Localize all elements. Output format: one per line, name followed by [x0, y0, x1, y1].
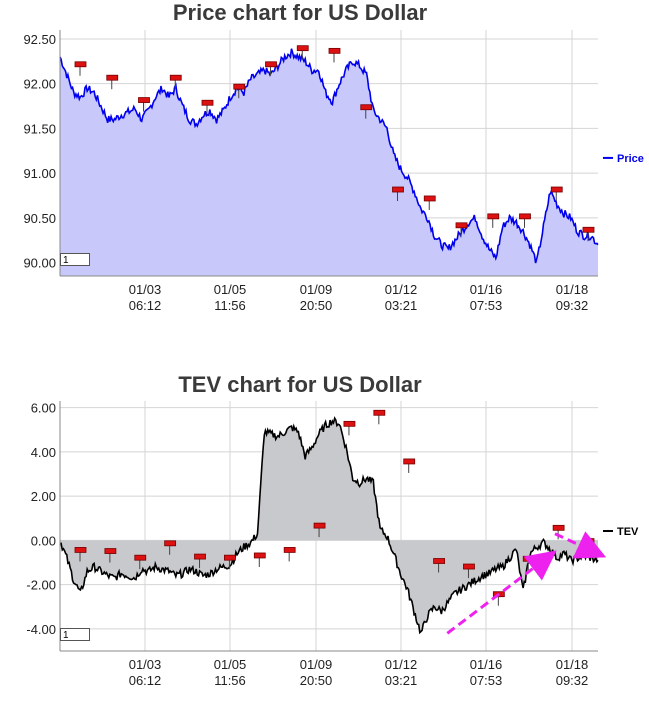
x-tick-label-date: 01/05 [214, 282, 247, 297]
y-tick-label: -2.00 [26, 578, 56, 593]
event-marker-flag [283, 547, 296, 553]
trend-arrow-annotation [446, 550, 557, 635]
y-tick-label: 2.00 [31, 489, 56, 504]
event-marker-flag [224, 554, 236, 561]
series-area-fill [60, 418, 598, 633]
y-tick-label: 6.00 [31, 401, 56, 416]
x-tick-label-date: 01/05 [214, 657, 247, 672]
event-marker-flag [487, 213, 500, 220]
price-chart: Price chart for US Dollar 90.00 90.50 91.0… [0, 0, 649, 330]
tev-chart: TEV chart for US Dollar -4.00 -2.00 0.00 2.… [0, 372, 649, 702]
event-marker-flag [74, 547, 87, 553]
price-range-input[interactable]: 1 [60, 253, 90, 266]
series-line [59, 416, 599, 635]
x-tick-label-time: 11:56 [214, 673, 246, 688]
x-tick-label-date: 01/16 [470, 657, 503, 672]
y-tick-label: 0.00 [31, 533, 56, 548]
legend-label: TEV [617, 526, 639, 538]
series-area-fill [60, 48, 598, 277]
event-marker-flag [233, 83, 246, 90]
y-tick-label: 91.00 [23, 166, 56, 181]
x-tick-label-time: 09:32 [556, 673, 589, 688]
event-marker-flag [313, 522, 326, 529]
x-tick-label-time: 11:56 [214, 298, 246, 313]
event-marker-flag [519, 213, 531, 220]
event-marker-flag [552, 524, 565, 531]
tev-chart-title: TEV chart for US Dollar [178, 372, 422, 397]
y-tick-label: 92.00 [23, 77, 56, 92]
legend-label: Price [617, 153, 644, 165]
y-tick-label: 90.00 [23, 256, 56, 271]
x-tick-label-time: 20:50 [300, 673, 333, 688]
tev-range-input[interactable]: 1 [60, 628, 90, 641]
x-tick-label-date: 01/03 [129, 657, 162, 672]
event-marker-flag [343, 420, 356, 427]
event-marker-flag [265, 61, 277, 68]
y-tick-label: 4.00 [31, 445, 56, 460]
event-marker-flag [134, 554, 147, 561]
event-marker-flag [582, 538, 595, 544]
event-marker-flag [328, 47, 341, 54]
x-tick-label-time: 03:21 [385, 298, 418, 313]
x-tick-label-date: 01/09 [300, 657, 333, 672]
event-marker-flag [164, 540, 177, 547]
event-marker-flag [194, 553, 206, 560]
event-marker-flag [373, 409, 386, 416]
x-tick-label-time: 06:12 [129, 673, 162, 688]
event-marker-flag [455, 222, 468, 229]
event-marker-flag [582, 226, 595, 233]
price-chart-title: Price chart for US Dollar [172, 0, 428, 25]
event-marker-flag [106, 74, 119, 81]
x-tick-label-time: 07:53 [470, 298, 503, 313]
event-marker-flag [253, 552, 266, 559]
event-marker-flag [550, 186, 563, 193]
x-tick-label-date: 01/16 [470, 282, 503, 297]
series-line [59, 48, 599, 264]
x-tick-label-date: 01/18 [556, 657, 589, 672]
x-tick-label-time: 20:50 [300, 298, 333, 313]
x-tick-label-time: 03:21 [385, 673, 418, 688]
y-tick-label: 91.50 [23, 121, 56, 136]
event-marker-flag [423, 195, 436, 202]
y-tick-label: -4.00 [26, 622, 56, 637]
x-tick-label-time: 07:53 [470, 673, 503, 688]
event-marker-flag [522, 555, 535, 562]
event-marker-flag [296, 45, 309, 52]
event-marker-flag [104, 548, 117, 554]
event-marker-flag [403, 458, 416, 465]
x-tick-label-time: 09:32 [556, 298, 589, 313]
y-tick-label: 92.50 [23, 32, 56, 47]
event-marker-flag [433, 558, 445, 564]
x-tick-label-date: 01/03 [129, 282, 162, 297]
x-tick-label-time: 06:12 [129, 298, 162, 313]
trend-arrow-annotation [554, 531, 607, 559]
event-marker-flag [201, 99, 214, 106]
event-marker-flag [360, 104, 373, 111]
event-marker-flag [74, 61, 87, 68]
y-tick-label: 90.50 [23, 211, 56, 226]
event-marker-flag [169, 74, 182, 81]
event-marker-flag [392, 186, 404, 193]
event-marker-flag [463, 563, 475, 570]
price-chart-svg: 90.00 90.50 91.00 91.50 92.00 92.50 01/0306:12… [23, 30, 644, 313]
x-tick-label-date: 01/12 [385, 657, 418, 672]
x-tick-label-date: 01/18 [556, 282, 589, 297]
event-marker-flag [138, 97, 150, 103]
x-tick-label-date: 01/09 [300, 282, 333, 297]
x-tick-label-date: 01/12 [385, 282, 418, 297]
